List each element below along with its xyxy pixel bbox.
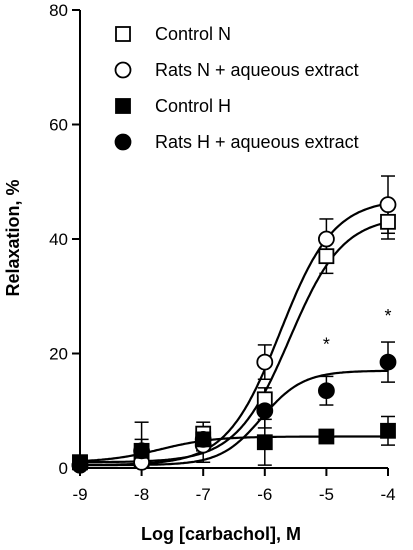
data-point bbox=[71, 456, 89, 474]
y-axis-title: Relaxation, % bbox=[3, 179, 23, 296]
fit-curve bbox=[80, 202, 389, 467]
data-point bbox=[380, 422, 396, 439]
data-point bbox=[380, 213, 396, 230]
data-point bbox=[317, 230, 335, 248]
x-tick-label: -7 bbox=[196, 485, 211, 504]
data-point bbox=[317, 382, 335, 400]
x-tick-label: -6 bbox=[257, 485, 272, 504]
data-point bbox=[256, 402, 274, 420]
data-markers bbox=[71, 196, 397, 474]
x-tick-label: -5 bbox=[319, 485, 334, 504]
y-tick-label: 40 bbox=[49, 230, 68, 249]
fit-curves bbox=[80, 202, 389, 467]
x-tick-label: -4 bbox=[380, 485, 395, 504]
fit-curve bbox=[80, 435, 388, 463]
data-point bbox=[318, 248, 335, 265]
significance-star: * bbox=[384, 306, 391, 326]
legend-marker bbox=[115, 26, 131, 42]
data-point bbox=[379, 196, 397, 214]
x-tick-label: -8 bbox=[134, 485, 149, 504]
legend: Control N Rats N + aqueous extract Control… bbox=[114, 24, 359, 152]
fit-curve bbox=[80, 369, 388, 467]
data-point bbox=[133, 442, 151, 460]
data-point bbox=[256, 434, 273, 451]
y-tick-label: 0 bbox=[59, 459, 68, 478]
y-tick-label: 60 bbox=[49, 116, 68, 135]
legend-marker bbox=[114, 133, 132, 151]
x-tick-label: -9 bbox=[72, 485, 87, 504]
data-point bbox=[318, 428, 335, 445]
fit-curve bbox=[80, 221, 389, 464]
axes: -9 -8 -7 -6 -5 -4 0 20 40 60 80 bbox=[49, 1, 395, 504]
legend-label: Control N bbox=[155, 24, 231, 44]
legend-marker bbox=[115, 98, 131, 114]
legend-label: Rats H + aqueous extract bbox=[155, 132, 359, 152]
data-point bbox=[194, 430, 212, 448]
y-tick-label: 20 bbox=[49, 345, 68, 364]
data-point bbox=[379, 353, 397, 371]
legend-label: Control H bbox=[155, 96, 231, 116]
legend-marker bbox=[114, 61, 132, 79]
significance-star: * bbox=[323, 335, 330, 355]
annotations: ** bbox=[323, 306, 392, 355]
y-tick-label: 80 bbox=[49, 1, 68, 20]
data-point bbox=[256, 353, 274, 371]
legend-label: Rats N + aqueous extract bbox=[155, 60, 359, 80]
x-axis-title: Log [carbachol], M bbox=[141, 524, 301, 544]
